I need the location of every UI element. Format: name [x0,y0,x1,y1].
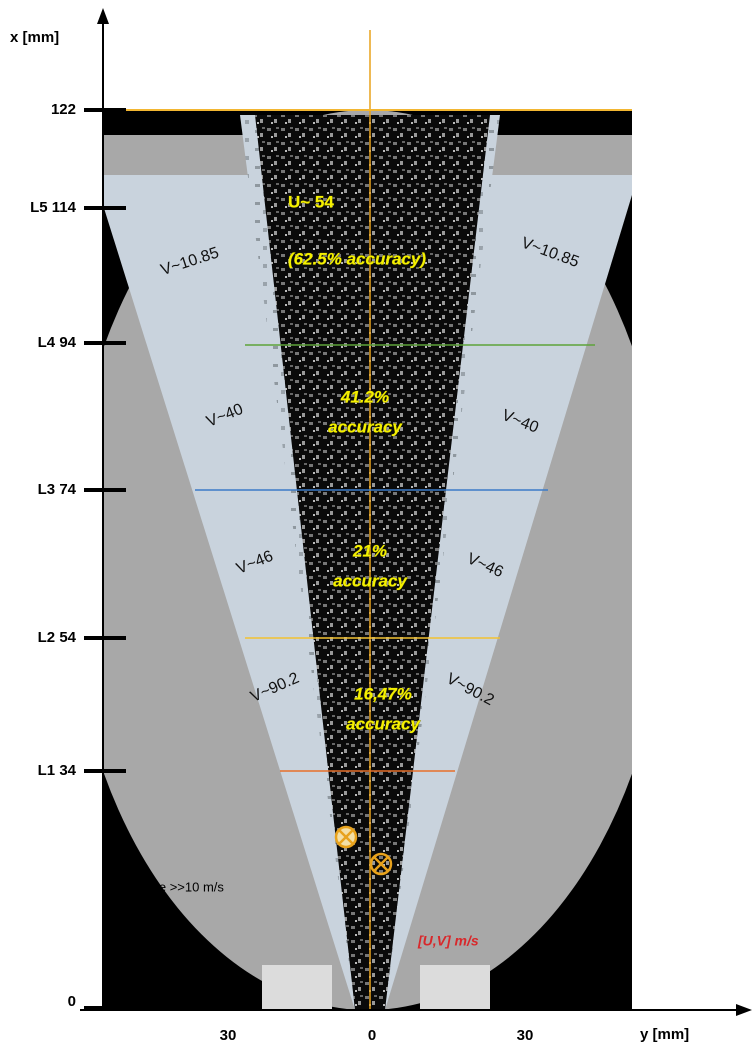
accuracy-label: 16,47% [354,684,412,703]
figure: x [mm] y [mm] U~ 54 (62.5% accuracy) noi… [0,0,756,1053]
x-tick-label: L5 114 [30,199,77,216]
accuracy-label: 21% [352,541,387,560]
page: {"x_axis": {"label": "x [mm]", "ticks": … [0,0,756,1053]
x-tick-label: L4 94 [38,334,77,351]
axis-arrow [736,1004,752,1016]
annotation: (62.5% accuracy) [288,249,426,268]
y-tick-label: 30 [517,1027,534,1044]
x-tick-label: L3 74 [38,481,77,498]
accuracy-label: accuracy [328,417,403,436]
annotation: noise >>10 m/s [135,879,224,894]
y-tick-label: 0 [368,1027,376,1044]
y-tick-label: 30 [220,1027,237,1044]
x-tick-label: L1 34 [38,762,77,779]
marker [336,827,356,847]
probe-right [420,965,490,1010]
axis-label: x [mm] [10,29,59,46]
annotation: [U,V] m/s [417,933,479,949]
axis-arrow [97,8,109,24]
accuracy-label: accuracy [346,714,421,733]
x-tick-label: L2 54 [38,629,77,646]
axis-label: y [mm] [640,1026,689,1043]
accuracy-label: 41.2% [340,387,389,406]
probe-left [262,965,332,1010]
x-tick-label: 0 [68,993,76,1010]
x-tick-label: 122 [51,101,76,118]
accuracy-label: accuracy [333,571,408,590]
annotation: U~ 54 [288,192,334,211]
